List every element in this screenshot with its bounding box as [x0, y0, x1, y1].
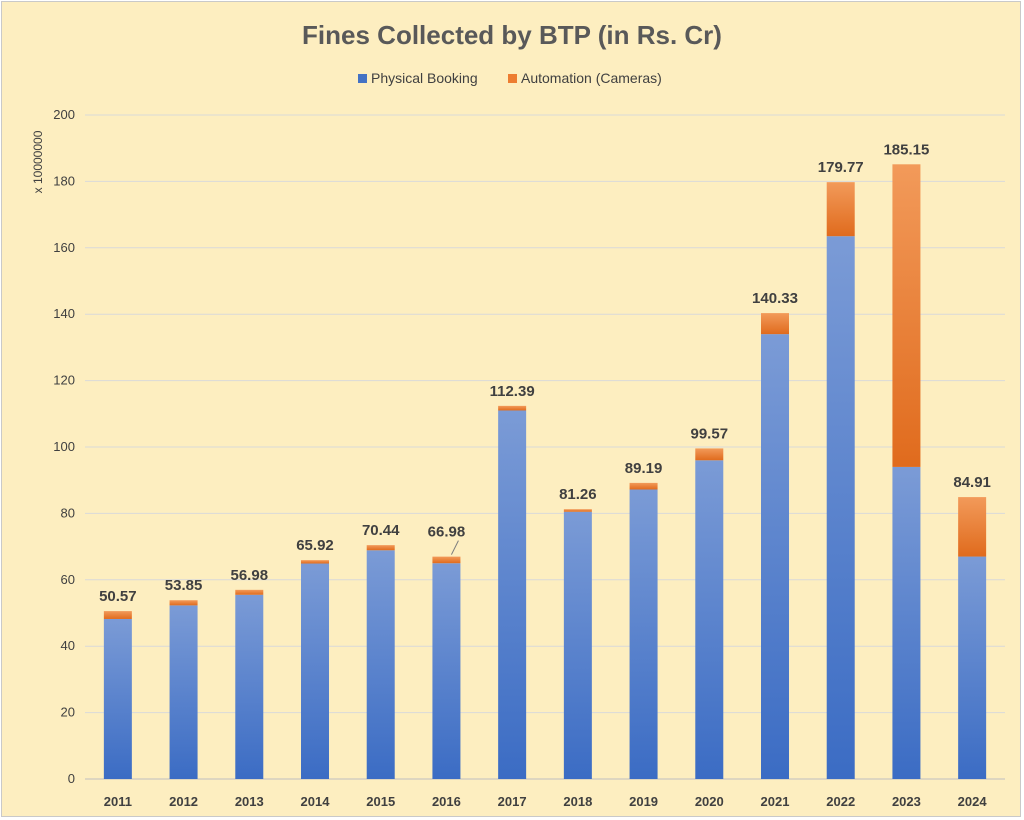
x-tick-label: 2019	[629, 794, 658, 809]
bar-physical-booking	[498, 410, 527, 779]
y-tick-label: 0	[68, 771, 75, 786]
total-data-label: 66.98	[428, 524, 466, 541]
total-data-label: 70.44	[362, 522, 400, 539]
x-tick-label: 2022	[826, 794, 855, 809]
y-axis-unit-label: x 10000000	[31, 130, 45, 193]
y-tick-label: 160	[53, 240, 75, 255]
bar-automation	[563, 509, 592, 512]
chart-title: Fines Collected by BTP (in Rs. Cr)	[302, 20, 722, 50]
x-tick-label: 2018	[563, 794, 592, 809]
x-tick-label: 2015	[366, 794, 395, 809]
bar-physical-booking	[629, 489, 658, 779]
bar-automation	[169, 600, 198, 606]
bar-automation	[695, 448, 724, 461]
legend: Physical Booking Automation (Cameras)	[358, 70, 662, 86]
bar-physical-booking	[235, 594, 264, 779]
total-data-label: 65.92	[296, 537, 334, 554]
x-tick-label: 2020	[695, 794, 724, 809]
legend-label-physical-booking: Physical Booking	[371, 70, 478, 86]
total-data-label: 84.91	[953, 474, 991, 491]
bar-automation	[103, 611, 132, 619]
y-tick-label: 20	[61, 705, 75, 720]
x-tick-label: 2013	[235, 794, 264, 809]
y-tick-label: 100	[53, 439, 75, 454]
bar-automation	[629, 482, 658, 490]
bar-physical-booking	[563, 511, 592, 779]
bar-physical-booking	[826, 236, 855, 779]
bar-automation	[235, 589, 264, 595]
total-data-label: 179.77	[818, 159, 864, 176]
x-tick-label: 2016	[432, 794, 461, 809]
total-data-label: 99.57	[691, 425, 729, 442]
x-axis: 2011 2012 2013 2014 2015 2016 2017 2018 2019 2020…	[104, 794, 988, 809]
total-data-label: 89.19	[625, 460, 663, 477]
data-labels: 50.57 53.85 56.98 65.92 70.44 66.98 112.39 81.2…	[99, 141, 991, 605]
bar-automation	[301, 560, 329, 564]
bar-physical-booking	[169, 605, 198, 779]
x-tick-label: 2021	[761, 794, 790, 809]
total-data-label: 112.39	[490, 383, 535, 400]
bar-physical-booking	[366, 550, 395, 779]
bar-physical-booking	[432, 563, 461, 779]
gridlines	[85, 114, 1005, 780]
y-tick-label: 120	[53, 373, 75, 388]
y-tick-label: 80	[61, 505, 75, 520]
x-tick-label: 2023	[892, 794, 921, 809]
bar-physical-booking	[761, 334, 789, 779]
bar-physical-booking	[301, 563, 329, 779]
y-tick-label: 140	[53, 306, 75, 321]
bar-automation	[366, 545, 395, 551]
bar-automation	[892, 164, 921, 467]
bar-automation	[826, 182, 855, 237]
legend-swatch-automation	[508, 74, 517, 83]
y-axis: 0 20 40 60 80 100 120 140 160 180 200	[53, 107, 75, 786]
y-tick-label: 180	[53, 173, 75, 188]
bar-physical-booking	[103, 618, 132, 779]
bar-physical-booking	[695, 460, 724, 779]
legend-label-automation: Automation (Cameras)	[521, 70, 662, 86]
x-tick-label: 2014	[301, 794, 331, 809]
x-tick-label: 2017	[498, 794, 527, 809]
bar-automation	[432, 556, 461, 564]
total-data-label: 56.98	[231, 567, 269, 584]
y-tick-label: 200	[53, 107, 75, 122]
bar-automation	[498, 405, 527, 411]
y-tick-label: 60	[61, 572, 75, 587]
bar-automation	[958, 497, 987, 557]
bar-automation	[761, 313, 789, 335]
total-data-label: 140.33	[752, 290, 798, 307]
x-tick-label: 2012	[169, 794, 198, 809]
x-tick-label: 2024	[958, 794, 988, 809]
data-label-leader-line	[450, 540, 459, 555]
bar-physical-booking	[958, 556, 987, 779]
total-data-label: 81.26	[559, 486, 597, 503]
total-data-label: 50.57	[99, 588, 137, 605]
total-data-label: 53.85	[165, 577, 203, 594]
legend-swatch-physical-booking	[358, 74, 367, 83]
y-tick-label: 40	[61, 638, 75, 653]
bars	[103, 164, 987, 779]
bar-physical-booking	[892, 466, 921, 779]
total-data-label: 185.15	[883, 141, 929, 158]
x-tick-label: 2011	[104, 794, 132, 809]
